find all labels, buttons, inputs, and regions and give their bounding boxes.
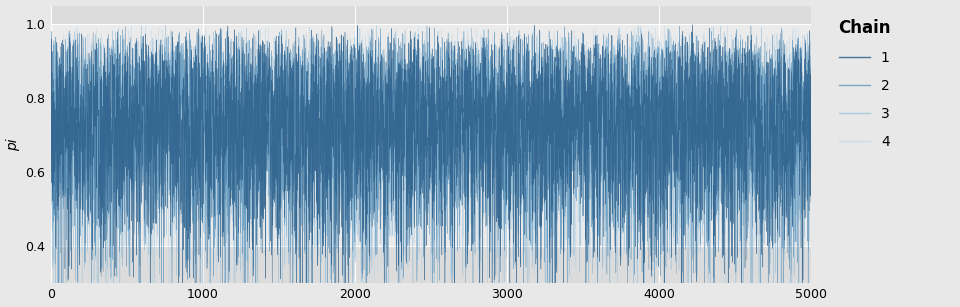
Bar [51, 6, 811, 24]
Y-axis label: pi: pi [6, 138, 19, 150]
Bar [51, 98, 811, 172]
Bar [51, 24, 811, 98]
Bar [51, 246, 811, 283]
Legend: 1, 2, 3, 4: 1, 2, 3, 4 [826, 7, 903, 161]
Bar [51, 172, 811, 246]
